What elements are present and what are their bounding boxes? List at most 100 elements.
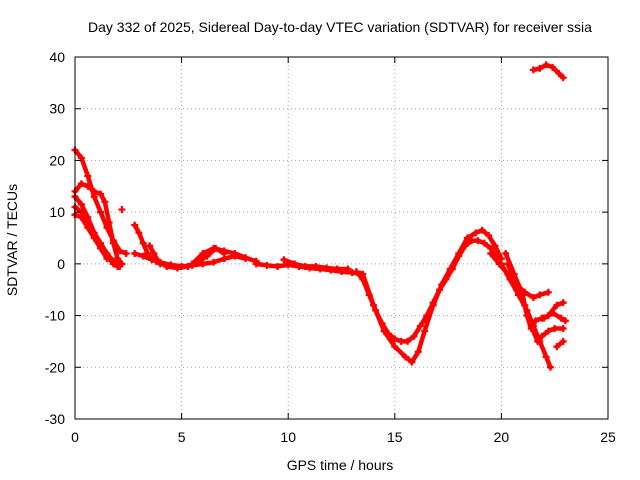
data-point [220,247,228,255]
grid-lines [75,57,608,419]
data-point [491,242,499,250]
data-point [344,265,352,273]
data-point [122,250,130,258]
data-point [468,237,476,245]
data-point [231,250,239,258]
data-point [391,343,399,351]
series-line [541,310,568,323]
data-point [561,317,569,325]
data-point [77,180,85,188]
y-tick-label: 10 [49,204,65,220]
data-point [546,363,554,371]
data-point [97,244,105,252]
data-point [84,182,92,190]
data-point [414,348,422,356]
data-point [559,299,567,307]
axis-ticks [74,56,609,420]
data-point [77,200,85,208]
data-point [131,250,139,258]
data-point [333,265,341,273]
data-point [312,262,320,270]
data-point [404,337,412,345]
data-point [446,265,454,273]
data-point [118,206,126,214]
series-track-k [280,256,352,273]
y-tick-label: 0 [57,256,65,272]
data-point [391,335,399,343]
data-point [184,262,192,270]
data-point [101,198,109,206]
data-point [463,234,471,242]
data-point [380,327,388,335]
data-point [274,262,282,270]
data-point [109,260,117,268]
data-point [538,332,546,340]
chart-title: Day 332 of 2025, Sidereal Day-to-day VTE… [88,19,592,35]
x-tick-label: 25 [600,429,616,445]
data-point [90,187,98,195]
data-point [97,208,105,216]
data-point [146,242,154,250]
data-point [291,260,299,268]
data-point [154,257,162,265]
data-point [549,309,557,317]
data-point [90,234,98,242]
x-tick-label: 5 [178,429,186,445]
data-point [148,255,156,263]
data-point [77,213,85,221]
data-point [502,250,510,258]
data-point [559,337,567,345]
data-point [199,250,207,258]
data-point [139,252,147,260]
y-tick-label: 40 [49,49,65,65]
data-point [352,268,360,276]
data-point [512,281,520,289]
data-point [369,301,377,309]
y-axis-label: SDTVAR / TECUs [4,184,20,296]
data-point [410,332,418,340]
series-track-s [553,337,567,351]
data-point [559,74,567,82]
data-point [359,270,367,278]
data-point [438,281,446,289]
data-point [210,244,218,252]
data-point [103,255,111,263]
data-point [536,291,544,299]
y-tick-label: -30 [45,411,65,427]
data-point [401,353,409,361]
data-point [163,262,171,270]
data-point [544,288,552,296]
series-line [72,181,125,267]
y-tick-label: 30 [49,101,65,117]
data-point [77,154,85,162]
data-point [478,226,486,234]
y-tick-label: -20 [45,359,65,375]
data-point [540,314,548,322]
data-point [408,358,416,366]
data-point [542,61,550,69]
data-point [487,250,495,258]
x-axis-label: GPS time / hours [287,457,394,473]
series-track-q [504,260,567,345]
data-point [114,262,122,270]
data-point [135,229,143,237]
data-point [199,260,207,268]
data-point [421,327,429,335]
data-point [472,229,480,237]
series-track-r [540,309,569,325]
data-point [105,218,113,226]
x-tick-label: 20 [494,429,510,445]
series-track-i [188,244,260,268]
data-point [497,260,505,268]
data-point [504,260,512,268]
data-point [97,190,105,198]
data-point [532,317,540,325]
y-tick-label: -10 [45,308,65,324]
x-tick-label: 0 [71,429,79,445]
data-point [480,239,488,247]
data-series [71,61,569,371]
data-point [210,258,218,266]
data-point [84,224,92,232]
x-tick-labels: 0 5 10 15 20 25 [71,429,616,445]
